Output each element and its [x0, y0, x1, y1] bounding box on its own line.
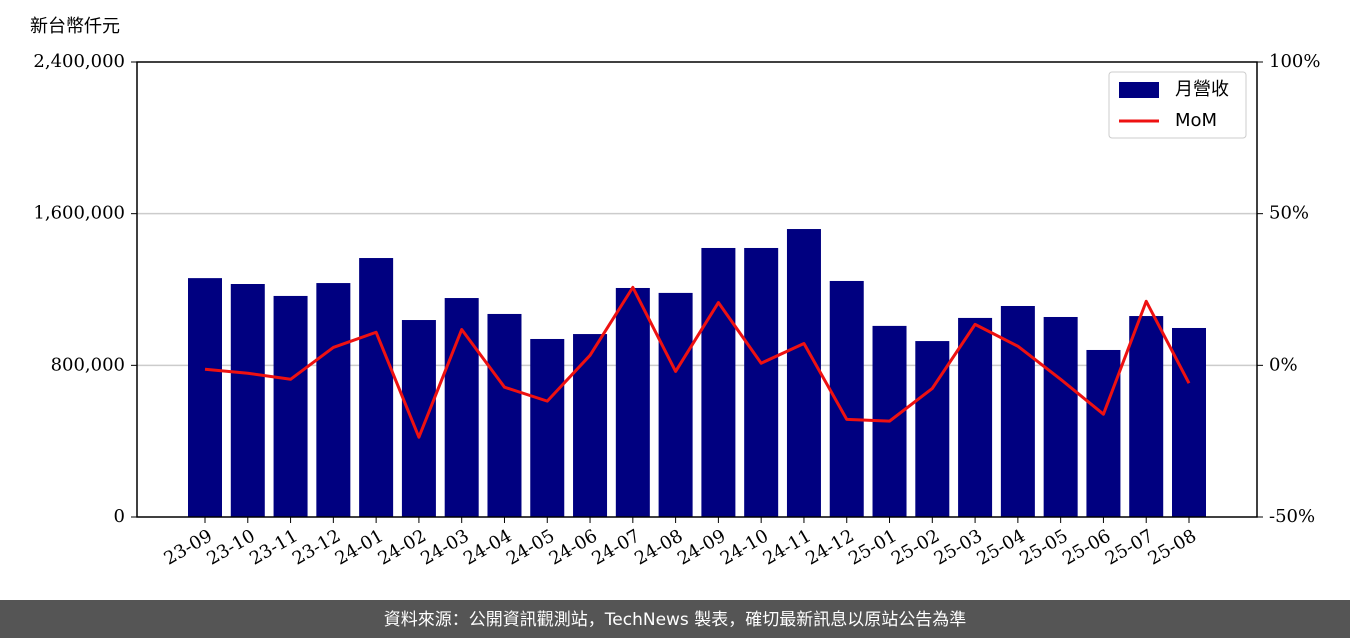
- bar: [958, 317, 993, 517]
- x-tick-label: 24-05: [503, 525, 558, 569]
- x-tick-label: 23-09: [161, 525, 216, 569]
- footer-bar: [0, 600, 1350, 638]
- bar: [573, 334, 608, 517]
- x-tick-label: 25-01: [845, 525, 900, 569]
- y2-tick-label: 0%: [1269, 354, 1298, 375]
- x-tick-label: 24-08: [631, 525, 686, 569]
- x-tick-label: 25-05: [1016, 525, 1071, 569]
- source-note: 資料來源：公開資訊觀測站，TechNews 製表，確切最新訊息以原站公告為準: [384, 610, 966, 630]
- x-tick-label: 24-09: [674, 525, 729, 569]
- bar: [273, 295, 308, 517]
- legend-label: 月營收: [1175, 79, 1229, 100]
- bar: [744, 247, 779, 517]
- x-tick-label: 25-06: [1059, 525, 1114, 569]
- y2-tick-label: 100%: [1269, 51, 1320, 72]
- bar: [1000, 305, 1035, 517]
- y2-tick-label: 50%: [1269, 203, 1309, 224]
- y-tick-label: 0: [114, 506, 125, 527]
- plot-frame: [136, 61, 1258, 518]
- y-tick-label: 800,000: [51, 354, 125, 375]
- bar: [915, 341, 950, 517]
- y-axis-label: 新台幣仟元: [30, 16, 120, 37]
- bar: [615, 287, 650, 517]
- bar: [786, 229, 821, 517]
- bar: [401, 320, 436, 517]
- bar: [359, 258, 394, 517]
- x-tick-label: 24-10: [717, 525, 772, 569]
- legend-swatch: [1119, 82, 1159, 98]
- x-tick-label: 25-03: [931, 525, 986, 569]
- x-tick-label: 24-12: [802, 525, 857, 569]
- bar: [658, 292, 693, 517]
- bar: [230, 284, 265, 517]
- bar: [444, 298, 479, 517]
- x-tick-label: 23-11: [246, 525, 301, 569]
- x-tick-label: 24-02: [374, 525, 429, 569]
- bar: [1172, 327, 1206, 517]
- x-tick-label: 25-07: [1102, 525, 1157, 569]
- x-tick-label: 24-07: [588, 525, 643, 569]
- bar: [1086, 349, 1121, 517]
- bar: [316, 283, 351, 517]
- x-tick-label: 24-01: [332, 525, 387, 569]
- bar: [487, 313, 522, 517]
- x-tick-label: 23-10: [203, 525, 258, 569]
- x-tick-label: 23-12: [289, 525, 344, 569]
- y-tick-label: 1,600,000: [33, 203, 125, 224]
- x-tick-label: 24-06: [546, 525, 601, 569]
- bar: [701, 247, 736, 517]
- bar: [188, 278, 222, 517]
- y2-tick-label: -50%: [1269, 506, 1315, 527]
- line: [204, 285, 1191, 439]
- legend-label: MoM: [1175, 110, 1217, 131]
- x-tick-label: 24-11: [760, 525, 815, 569]
- x-tick-label: 25-08: [1145, 525, 1200, 569]
- bar: [1043, 316, 1078, 517]
- bar: [1129, 316, 1164, 517]
- x-tick-label: 25-02: [888, 525, 943, 569]
- x-tick-label: 24-03: [417, 525, 472, 569]
- x-tick-label: 25-04: [973, 525, 1028, 569]
- bar: [530, 338, 565, 517]
- x-tick-label: 24-04: [460, 525, 515, 569]
- y-tick-label: 2,400,000: [33, 51, 125, 72]
